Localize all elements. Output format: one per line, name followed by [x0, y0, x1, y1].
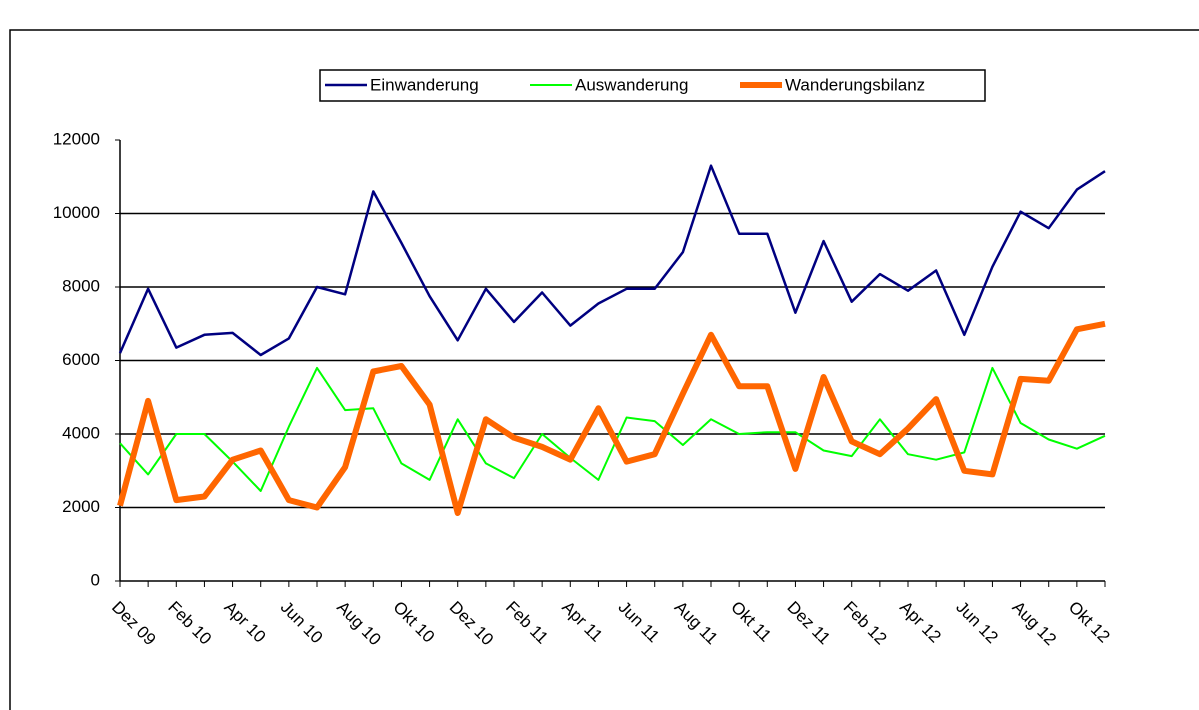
x-tick-label: Dez 09 — [108, 598, 160, 650]
y-tick-label: 8000 — [62, 276, 100, 295]
x-tick-label: Aug 11 — [671, 598, 722, 649]
x-tick-label: Jun 10 — [277, 598, 327, 648]
y-tick-label: 4000 — [62, 423, 100, 442]
x-tick-label: Aug 12 — [1009, 598, 1061, 650]
legend-label: Wanderungsbilanz — [785, 75, 925, 94]
x-tick-label: Feb 12 — [840, 598, 891, 649]
x-tick-label: Dez 11 — [783, 598, 834, 649]
x-tick-label: Aug 10 — [333, 598, 385, 650]
x-tick-label: Apr 12 — [896, 598, 945, 647]
x-tick-label: Dez 10 — [446, 598, 498, 650]
x-tick-label: Feb 11 — [502, 598, 552, 648]
series-line — [119, 366, 1106, 492]
legend-label: Auswanderung — [575, 75, 688, 94]
x-tick-label: Jun 12 — [952, 598, 1002, 648]
series-line — [117, 320, 1106, 516]
x-tick-label: Feb 10 — [164, 598, 215, 649]
legend — [319, 69, 986, 102]
x-tick-label: Jun 11 — [615, 598, 664, 647]
x-tick-label: Apr 10 — [221, 598, 270, 647]
series-line — [118, 164, 1106, 357]
x-tick-label: Okt 11 — [727, 598, 775, 646]
x-tick-label: Okt 10 — [389, 598, 438, 647]
y-tick-label: 6000 — [62, 350, 100, 369]
legend-label: Einwanderung — [370, 75, 479, 94]
x-tick-label: Apr 11 — [558, 598, 606, 646]
y-tick-label: 2000 — [62, 497, 100, 516]
y-tick-label: 10000 — [53, 203, 100, 222]
chart-border — [9, 29, 1199, 710]
y-tick-label: 12000 — [53, 129, 100, 148]
y-tick-label: 0 — [91, 570, 100, 589]
x-tick-label: Okt 12 — [1065, 598, 1114, 647]
